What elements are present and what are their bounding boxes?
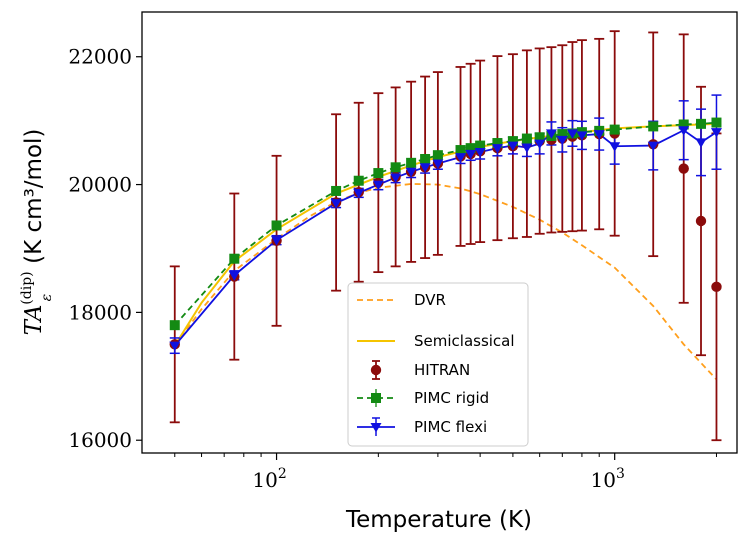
y-tick-label: 20000 bbox=[68, 173, 132, 197]
hitran-point bbox=[695, 215, 707, 227]
pimc-flexi-point bbox=[695, 138, 707, 148]
legend-box bbox=[347, 282, 529, 447]
pimc-flexi-point bbox=[390, 173, 402, 184]
pimc-flexi-point bbox=[405, 167, 417, 178]
pimc-rigid-point bbox=[534, 132, 545, 143]
pimc-rigid-point bbox=[353, 175, 364, 186]
legend-pimc-flexi-marker bbox=[370, 423, 382, 433]
hitran-point bbox=[678, 163, 689, 174]
pimc-rigid-point bbox=[420, 154, 431, 164]
pimc-rigid-point bbox=[678, 119, 689, 130]
pimc-flexi-point bbox=[432, 159, 444, 169]
x-axis-ticks: 102 103 bbox=[174, 453, 717, 492]
pimc-rigid-point bbox=[507, 136, 518, 147]
pimc-rigid-point bbox=[432, 150, 443, 161]
pimc-rigid-point bbox=[331, 185, 342, 196]
pimc-flexi-point bbox=[593, 130, 605, 140]
pimc-flexi-point bbox=[372, 180, 384, 191]
pimc-flexi-point bbox=[169, 341, 181, 352]
y-axis-title-symbol: TA bbox=[21, 305, 47, 336]
pimc-rigid-point bbox=[711, 117, 722, 128]
pimc-rigid-point bbox=[492, 138, 503, 149]
x-tick-label: 102 bbox=[252, 466, 286, 492]
pimc-flexi-point bbox=[330, 199, 342, 209]
pimc-rigid-point bbox=[390, 162, 401, 173]
pimc-flexi-point bbox=[556, 135, 568, 146]
pimc-rigid-point bbox=[455, 145, 466, 156]
pimc-flexi-point bbox=[710, 128, 722, 138]
pimc-flexi-point bbox=[678, 126, 690, 136]
legend-pimc-rigid-label: PIMC rigid bbox=[414, 389, 489, 407]
legend-semiclassical-label: Semiclassical bbox=[414, 332, 515, 350]
pimc-flexi-point bbox=[491, 144, 503, 154]
x-tick-label: 103 bbox=[591, 466, 625, 492]
legend-dvr-label: DVR bbox=[414, 291, 446, 309]
y-axis-title: TA(dip) ε (K cm³/mol) bbox=[19, 129, 55, 336]
pimc-flexi-point bbox=[353, 188, 365, 199]
pimc-flexi-point bbox=[271, 236, 283, 246]
plot-content bbox=[169, 30, 722, 442]
pimc-rigid-point bbox=[271, 220, 282, 231]
pimc-rigid-point bbox=[373, 168, 384, 179]
pimc-flexi-point bbox=[647, 141, 659, 152]
x-axis-title: Temperature (K) bbox=[345, 507, 532, 533]
plot-frame bbox=[141, 11, 738, 454]
pimc-flexi-point bbox=[576, 131, 588, 141]
pimc-rigid-point bbox=[521, 133, 532, 144]
legend-hitran-marker bbox=[370, 364, 382, 376]
pimc-flexi-point bbox=[545, 129, 557, 139]
pimc-flexi-point bbox=[566, 129, 578, 139]
pimc-flexi-point bbox=[419, 163, 431, 173]
legend-items: DVR Semiclassical HITRAN PIMC rigid PIMC fle… bbox=[357, 291, 515, 436]
y-tick-label: 22000 bbox=[68, 45, 132, 69]
pimc-rigid-point bbox=[609, 124, 620, 135]
legend-pimc-rigid-marker bbox=[371, 393, 381, 403]
pimc-flexi-point bbox=[534, 139, 546, 150]
y-axis-ticks: 16000 18000 20000 22000 bbox=[68, 45, 142, 452]
legend: DVR Semiclassical HITRAN PIMC rigid PIMC fle… bbox=[347, 282, 529, 447]
y-axis-title-units: (K cm³/mol) bbox=[21, 129, 47, 264]
y-tick-label: 16000 bbox=[68, 428, 132, 452]
legend-hitran-label: HITRAN bbox=[414, 361, 470, 379]
pimc-rigid-point bbox=[169, 320, 180, 331]
pimc-flexi-point bbox=[521, 143, 533, 153]
pimc-rigid-point bbox=[557, 129, 568, 140]
pimc-flexi-point bbox=[609, 142, 621, 152]
y-tick-label: 18000 bbox=[68, 300, 132, 324]
pimc-rigid-point bbox=[465, 143, 476, 154]
series-layer bbox=[169, 30, 722, 442]
pimc-rigid-point bbox=[696, 118, 707, 129]
hitran-point bbox=[711, 281, 722, 293]
pimc-flexi-point bbox=[455, 153, 467, 163]
y-axis-title-superscript: (dip) bbox=[19, 271, 35, 304]
pimc-rigid-point bbox=[229, 253, 240, 264]
pimc-flexi-point bbox=[507, 141, 519, 152]
pimc-rigid-point bbox=[648, 121, 659, 132]
pimc-rigid-point bbox=[475, 140, 486, 151]
y-axis-title-subscript: ε bbox=[39, 294, 55, 302]
svg-text:TA(dip)ε(K cm³/mol): TA(dip) ε (K cm³/mol) bbox=[19, 129, 55, 336]
series-dvr-line bbox=[174, 183, 718, 381]
pimc-flexi-point bbox=[465, 149, 477, 160]
pimc-flexi-point bbox=[228, 271, 240, 281]
legend-pimc-flexi-label: PIMC flexi bbox=[414, 418, 487, 436]
pimc-rigid-point bbox=[406, 157, 417, 168]
pimc-flexi-point bbox=[474, 147, 486, 158]
